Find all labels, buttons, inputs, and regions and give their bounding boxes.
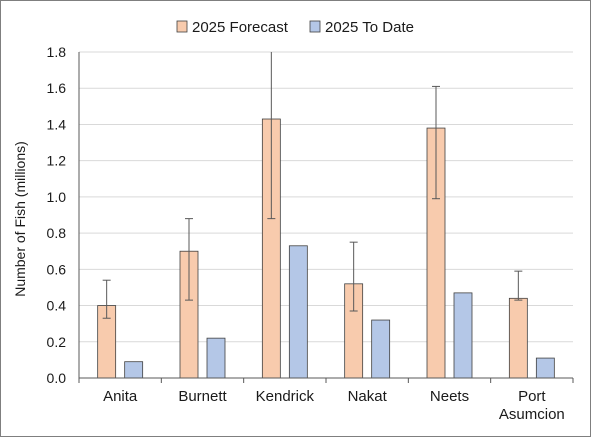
bar-to-date-port-asumcion (535, 357, 555, 379)
bar-to-date-nakat (371, 319, 391, 379)
legend-swatch (309, 20, 321, 33)
y-tick-label: 1.6 (47, 80, 67, 96)
legend-label: 2025 Forecast (192, 19, 289, 36)
x-category-label: Burnett (178, 388, 227, 405)
bars (97, 118, 555, 379)
bar-to-date-burnett (206, 337, 226, 379)
x-category-label: Port (518, 388, 546, 405)
y-axis-label: Number of Fish (millions) (12, 141, 28, 297)
x-category-label: Neets (430, 388, 469, 405)
bar-forecast-port-asumcion (508, 297, 528, 379)
x-category-label: Kendrick (256, 388, 315, 405)
x-category-label: Nakat (348, 388, 388, 405)
y-tick-label: 0.0 (47, 370, 67, 386)
y-tick-label: 1.0 (47, 189, 67, 205)
y-tick-label: 0.8 (47, 225, 67, 241)
gridlines (79, 51, 573, 343)
y-tick-label: 1.2 (47, 153, 67, 169)
y-tick-label: 1.8 (47, 44, 67, 60)
x-category-label: Asumcion (499, 406, 565, 423)
bar-to-date-anita (124, 361, 144, 379)
y-axis-ticks: 0.0 0.2 0.4 0.6 0.8 1.0 1.2 1.4 1.6 1.8 (47, 44, 67, 386)
axes (78, 52, 574, 383)
x-axis-labels: Anita Burnett Kendrick Nakat Neets PortAsumci… (103, 388, 565, 423)
y-tick-label: 0.2 (47, 334, 67, 350)
legend: 2025 Forecast 2025 To Date (176, 19, 414, 36)
legend-swatch (176, 20, 188, 33)
bar-to-date-neets (453, 292, 473, 379)
legend-label: 2025 To Date (325, 19, 414, 36)
y-tick-label: 1.4 (47, 116, 67, 132)
error-bars (102, 52, 523, 319)
bar-to-date-kendrick (288, 245, 308, 379)
x-category-label: Anita (103, 388, 138, 405)
y-tick-label: 0.6 (47, 261, 67, 277)
y-tick-label: 0.4 (47, 298, 67, 314)
